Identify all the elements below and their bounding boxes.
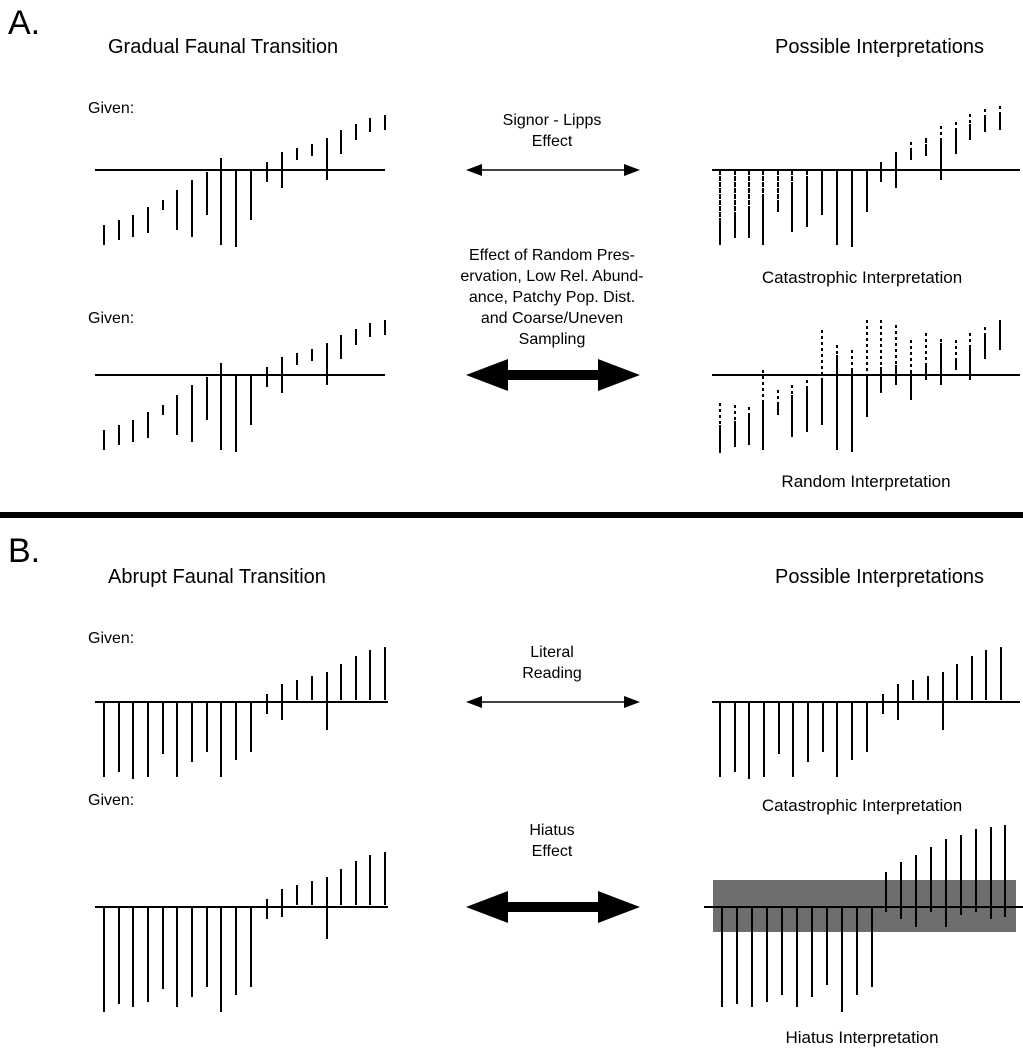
panel-a-given-2: Given: [88,310,135,327]
random-preservation-arrow-head-left [466,359,508,391]
signor-lipps-label: Signor - Lipps Effect [502,112,602,150]
panel-b-given-1: Given: [88,630,135,647]
panel-b-catastrophic-interpretation-label: Catastrophic Interpretation [761,796,963,815]
panel-b-left-heading: Abrupt Faunal Transition [108,566,326,588]
hiatus-interpretation-label: Hiatus Interpretation [785,1028,939,1047]
literal-reading-arrow-head-left [466,696,482,708]
panel-b-letter: B. [8,532,41,570]
panel-a-letter: A. [8,4,41,42]
panel-a-catastrophic-interpretation-label: Catastrophic Interpretation [761,268,963,287]
panel-a-given-1: Given: [88,100,135,117]
signor-lipps-arrow-head-left [466,164,482,176]
signor-lipps-arrow-head-right [624,164,640,176]
literal-reading-label: Literal Reading [522,644,582,682]
hiatus-effect-arrow-shaft [496,902,610,912]
hiatus-effect-arrow-head-right [598,891,640,923]
hiatus-effect-label: Hiatus Effect [529,822,575,860]
random-interpretation-label: Random Interpretation [781,472,951,491]
panel-a-left-heading: Gradual Faunal Transition [108,36,339,58]
literal-reading-arrow-head-right [624,696,640,708]
panel-b-given-2: Given: [88,792,135,809]
hiatus-effect-arrow-head-left [466,891,508,923]
diagram-marks [95,106,1023,1012]
panel-divider [0,512,1023,518]
panel-a-right-heading: Possible Interpretations [775,36,985,58]
panel-b-right-heading: Possible Interpretations [775,566,985,588]
random-preservation-arrow-head-right [598,359,640,391]
random-preservation-arrow-shaft [496,370,610,380]
random-preservation-label: Effect of Random Pres- ervation, Low Rel… [460,247,644,348]
